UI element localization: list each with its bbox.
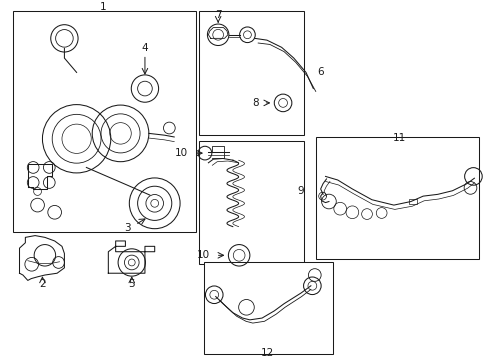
Text: 3: 3: [124, 224, 131, 233]
Text: 5: 5: [128, 279, 135, 289]
Text: 8: 8: [252, 98, 259, 108]
Bar: [13, 12, 196, 232]
Bar: [198, 12, 304, 135]
Text: 11: 11: [392, 133, 406, 143]
Text: 6: 6: [318, 67, 324, 77]
Bar: [316, 137, 479, 259]
Text: 12: 12: [260, 348, 273, 358]
Bar: [409, 199, 417, 204]
Bar: [203, 262, 333, 354]
Text: 2: 2: [39, 279, 46, 289]
Text: 1: 1: [100, 2, 107, 12]
Bar: [198, 140, 304, 264]
Text: 9: 9: [298, 186, 304, 196]
Text: 7: 7: [215, 10, 221, 20]
Text: 4: 4: [142, 43, 148, 53]
Text: 10: 10: [196, 250, 210, 260]
Text: 10: 10: [175, 148, 188, 158]
